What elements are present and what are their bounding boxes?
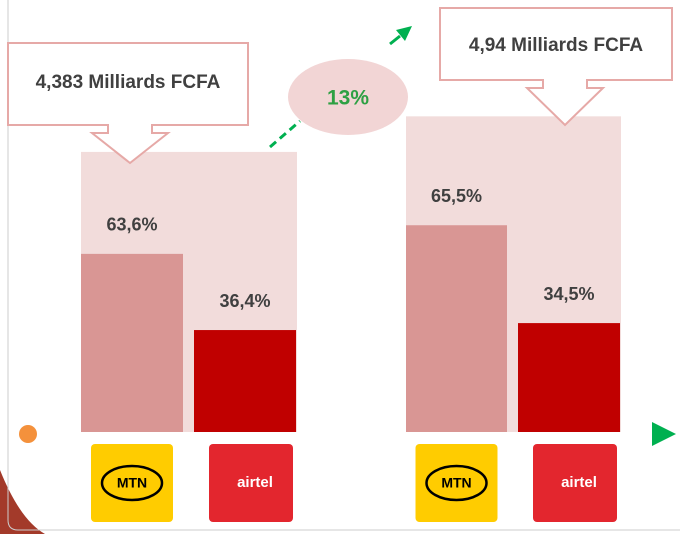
logo-label: MTN [117, 475, 147, 491]
mtn-logo-oval [100, 464, 164, 502]
bar [518, 323, 620, 432]
value-label: 65,5% [431, 186, 482, 206]
airtel-logo [209, 444, 293, 522]
mtn-logo-oval [425, 464, 488, 502]
growth-arrow [269, 119, 301, 149]
bars: 63,6% 36,4% 65,5% 34,5% [81, 116, 621, 433]
callouts: 4,383 Milliards FCFA 4,94 Milliards FCFA [7, 7, 673, 165]
total-label: 4,383 Milliards FCFA [36, 72, 221, 93]
frame [7, 0, 680, 531]
mtn-logo [415, 444, 498, 522]
logo-label: airtel [561, 474, 597, 491]
bar [194, 330, 296, 432]
growth-arrowhead [396, 26, 412, 41]
value-label: 63,6% [106, 215, 157, 235]
bar [406, 225, 507, 432]
growth-label: 13% [327, 87, 369, 110]
timeline-start [19, 425, 37, 443]
airtel-logo [533, 444, 617, 522]
growth-bubble [288, 59, 408, 135]
total-label: 4,94 Milliards FCFA [469, 35, 643, 56]
growth-arrow [389, 34, 401, 46]
value-label: 34,5% [543, 284, 594, 304]
timeline-arrowhead [652, 422, 676, 446]
logos: MTN airtel MTN airtel [91, 444, 617, 522]
bar [81, 253, 183, 432]
callout-box [7, 42, 249, 165]
logo-label: airtel [237, 474, 273, 491]
corner-decoration [0, 470, 45, 534]
logo-label: MTN [441, 475, 471, 491]
callout-box [439, 7, 673, 127]
mtn-logo [91, 444, 173, 522]
value-label: 36,4% [219, 291, 270, 311]
